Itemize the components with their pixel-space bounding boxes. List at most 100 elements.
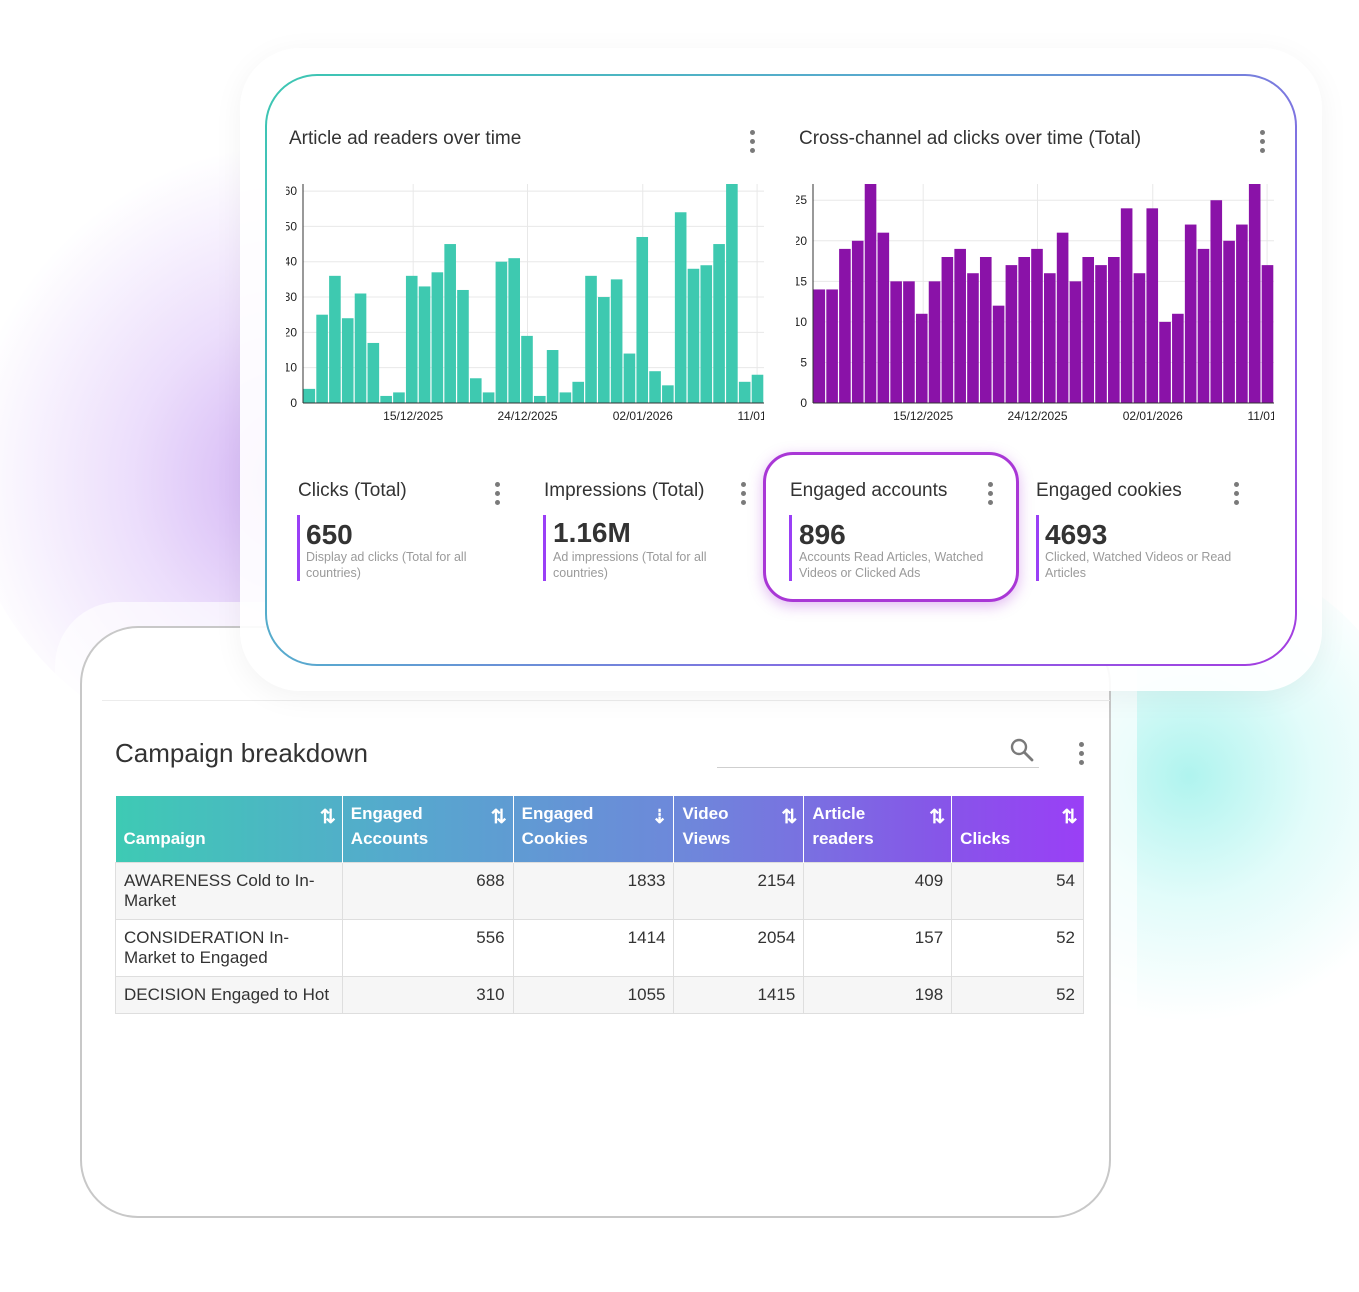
bar[interactable] [928,281,941,403]
bar[interactable] [915,313,928,403]
kpi-menu-icon[interactable] [1231,482,1241,508]
bar[interactable] [851,240,864,403]
sort-icon[interactable]: ⇅ [490,807,507,828]
bar[interactable] [826,289,838,403]
sort-icon[interactable]: ⇅ [929,807,945,828]
bar[interactable] [393,392,405,403]
bar[interactable] [1223,240,1235,403]
bar[interactable] [585,275,597,403]
bar[interactable] [521,335,533,403]
bar[interactable] [864,184,877,403]
bar[interactable] [1236,224,1248,403]
bar[interactable] [418,286,431,403]
column-header-video-views[interactable]: Video Views ⇅ [673,796,805,862]
bar[interactable] [1261,265,1274,403]
bar[interactable] [623,353,636,403]
sort-icon[interactable]: ⇅ [781,807,797,828]
bar[interactable] [839,248,851,403]
table-row[interactable]: DECISION Engaged to Hot 310 1055 1415 19… [115,975,1084,1014]
bar[interactable] [979,257,992,403]
bar[interactable] [636,236,649,403]
bar[interactable] [954,248,966,403]
bar[interactable] [890,281,902,403]
bar[interactable] [482,392,495,403]
bar[interactable] [992,305,1005,403]
kpi-menu-icon[interactable] [738,482,748,508]
bar[interactable] [967,273,979,403]
bar[interactable] [303,388,316,403]
bar[interactable] [469,378,482,403]
bar[interactable] [726,184,738,403]
bar[interactable] [700,265,713,403]
column-header-engaged-accounts[interactable]: Engaged Accounts ⇅ [342,796,514,862]
bar[interactable] [877,232,890,403]
bar[interactable] [1120,208,1133,403]
table-row[interactable]: AWARENESS Cold to In-Market 688 1833 215… [115,861,1084,920]
bar[interactable] [508,258,520,403]
bar[interactable] [1056,232,1069,403]
bar[interactable] [1095,265,1107,403]
bar[interactable] [380,395,392,403]
chart-menu-icon[interactable] [1257,130,1267,156]
bar[interactable] [1082,257,1095,403]
bar[interactable] [1005,265,1018,403]
bar[interactable] [572,381,585,403]
cell-engaged-accounts: 310 [341,975,514,1014]
sort-icon[interactable]: ⇅ [1061,807,1078,828]
bar[interactable] [687,268,700,403]
campaign-search-input[interactable] [717,767,1039,768]
x-tick-label: 02/01/2026 [613,409,673,423]
chart-menu-icon[interactable] [747,130,757,156]
kpi-menu-icon[interactable] [985,482,995,508]
bar[interactable] [751,374,764,403]
column-label: Engaged Accounts [350,803,429,848]
bar[interactable] [1248,184,1261,403]
sort-icon[interactable]: ⇣ [651,807,668,828]
bar[interactable] [1146,208,1159,403]
column-header-campaign[interactable]: Campaign ⇅ [115,796,343,862]
search-icon[interactable] [1009,737,1035,763]
bar[interactable] [1044,273,1056,403]
bar[interactable] [713,244,725,403]
bar[interactable] [1031,248,1043,403]
bar[interactable] [546,350,559,403]
bar[interactable] [534,395,546,403]
bar[interactable] [1069,281,1082,403]
bar[interactable] [495,261,508,403]
bar[interactable] [1197,248,1210,403]
column-header-engaged-cookies[interactable]: Engaged Cookies ⇣ [513,796,675,862]
bar[interactable] [316,314,328,403]
kpi-menu-icon[interactable] [492,482,502,508]
bar[interactable] [444,244,456,403]
bar[interactable] [1018,257,1030,403]
bar[interactable] [1210,200,1223,403]
cell-engaged-cookies: 1055 [512,975,675,1014]
bar[interactable] [1159,321,1171,403]
bar[interactable] [903,281,915,403]
bar[interactable] [431,272,444,403]
bar[interactable] [354,293,367,404]
bar[interactable] [367,342,380,403]
bar[interactable] [649,371,661,403]
bar[interactable] [813,289,826,403]
bar[interactable] [941,257,954,403]
column-header-article-readers[interactable]: Article readers ⇅ [803,796,953,862]
column-header-clicks[interactable]: Clicks ⇅ [952,796,1084,862]
sort-icon[interactable]: ⇅ [319,807,336,828]
bar[interactable] [1133,273,1146,403]
bar[interactable] [1172,313,1184,403]
bar[interactable] [329,275,341,403]
bar[interactable] [662,385,674,403]
bar[interactable] [738,381,751,403]
bar[interactable] [674,212,687,403]
bar[interactable] [1184,224,1197,403]
bar[interactable] [559,392,572,403]
bar[interactable] [457,289,469,403]
bar[interactable] [405,275,418,403]
bar[interactable] [341,318,354,403]
table-row[interactable]: CONSIDERATION In-Market to Engaged 556 1… [115,918,1084,977]
bar[interactable] [610,279,623,403]
campaign-menu-icon[interactable] [1076,742,1086,768]
bar[interactable] [1108,257,1120,403]
bar[interactable] [598,297,610,403]
